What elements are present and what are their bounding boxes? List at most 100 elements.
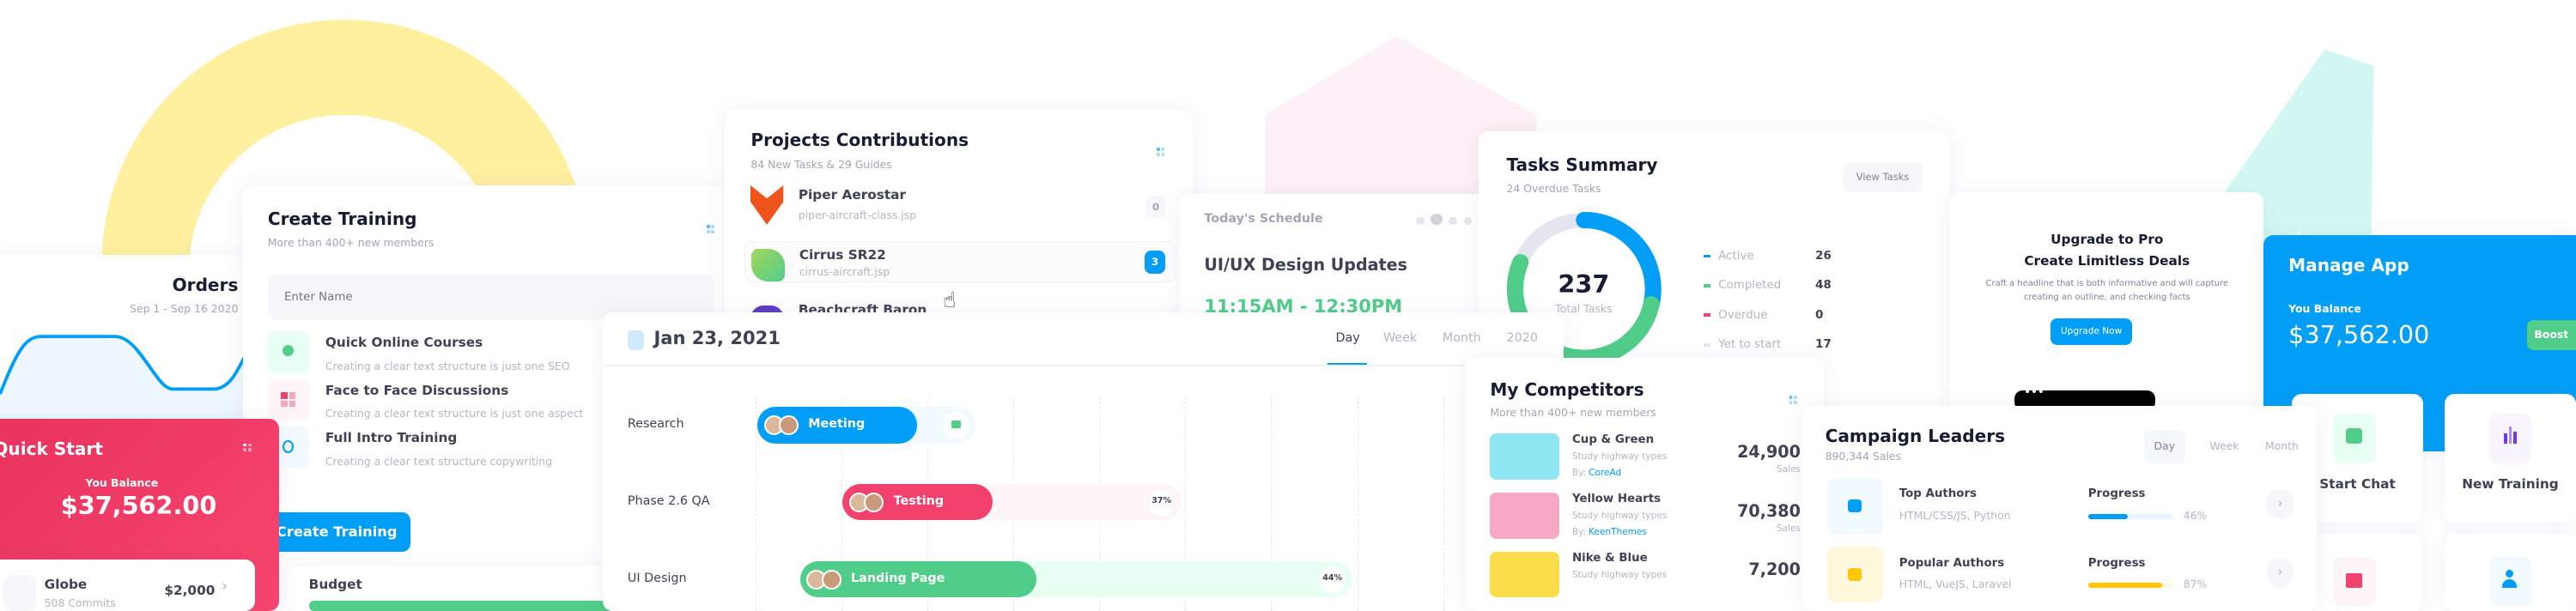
authors-icon	[1826, 477, 1883, 534]
boost-button[interactable]: Boost	[2526, 320, 2576, 350]
campaign-row: Top Authors HTML/CSS/JS, Python Progress 46…	[1802, 477, 2317, 537]
campaign-row-name: Top Authors	[1899, 487, 1978, 501]
competitors-title: My Competitors	[1490, 378, 1644, 400]
gantt-bar[interactable]: Testing 37%	[842, 484, 1182, 521]
legend-value: 17	[1815, 338, 1832, 352]
competitors-card: My Competitors More than 400+ new member…	[1465, 358, 1824, 611]
tasks-total: 237	[1558, 269, 1610, 299]
gantt-end-badge: 44%	[1319, 566, 1346, 593]
competitor-item[interactable]: Cup & Green Study highway types By: CoreAd 2…	[1466, 433, 1824, 486]
legend-label: Completed	[1718, 279, 1782, 293]
competitor-desc: Study highway types	[1571, 510, 1668, 521]
avatar	[821, 569, 841, 590]
new-training-tile[interactable]: New Training	[2444, 394, 2576, 523]
comment-icon[interactable]	[951, 420, 962, 429]
orders-title: Orders	[172, 274, 239, 295]
competitor-name: Nike & Blue	[1571, 551, 1648, 565]
progress-bar	[2087, 583, 2174, 588]
globe-icon	[267, 331, 309, 373]
gantt-progress: 37%	[1151, 495, 1172, 505]
competitor-name: Cup & Green	[1571, 433, 1655, 447]
hand-cursor-icon: ☝	[943, 287, 957, 312]
tab-day[interactable]: Day	[2143, 430, 2185, 463]
competitor-image	[1490, 551, 1559, 598]
add-user-tile[interactable]	[2444, 533, 2576, 611]
globe-item-amount: $2,000	[164, 583, 216, 599]
tab-week[interactable]: Week	[1382, 331, 1418, 346]
schedule-event: UI/UX Design Updates	[1204, 254, 1408, 275]
chevron-right-icon[interactable]: ›	[222, 578, 228, 596]
legend-marker	[1704, 283, 1710, 287]
competitor-author-link[interactable]: CoreAd	[1589, 468, 1622, 479]
tab-week[interactable]: Week	[2209, 439, 2239, 453]
menu-dots-icon[interactable]	[706, 225, 715, 234]
competitor-item[interactable]: Yellow Hearts Study highway types By: KeenT…	[1466, 492, 1824, 545]
leaf-logo-icon	[751, 248, 785, 282]
legend-value: 48	[1815, 279, 1832, 293]
campaign-row-name: Popular Authors	[1899, 556, 2005, 570]
gantt-progress: 44%	[1322, 572, 1343, 583]
project-item[interactable]: Cirrus SR22 cirrus-aircraft.jsp 3	[744, 241, 1176, 283]
grid-line	[1185, 397, 1186, 611]
budget-bar	[308, 601, 617, 611]
upgrade-title: Upgrade to Pro	[2050, 231, 2164, 247]
carousel-dot[interactable]	[1449, 216, 1458, 226]
chat-icon	[2332, 414, 2376, 463]
grid-line	[1443, 397, 1444, 611]
training-item-desc: Creating a clear text structure is just …	[325, 359, 570, 372]
upgrade-now-button[interactable]: Upgrade Now	[2050, 318, 2133, 345]
quick-start-title: Quick Start	[0, 438, 103, 459]
upgrade-card: Upgrade to Pro Create Limitless Deals Cr…	[1950, 191, 2264, 439]
row-arrow-button[interactable]: ›	[2267, 558, 2293, 588]
tab-2020[interactable]: 2020	[1506, 331, 1538, 346]
row-arrow-button[interactable]: ›	[2267, 489, 2293, 519]
gantt-bar[interactable]: Meeting	[757, 407, 976, 444]
carousel-dot[interactable]	[1463, 216, 1473, 226]
project-file: piper-aircraft-class.jsp	[798, 208, 917, 221]
gantt-task-label: Landing Page	[851, 571, 945, 585]
projects-title: Projects Contributions	[750, 130, 969, 151]
progress-percent: 46%	[2183, 509, 2208, 523]
competitor-item[interactable]: Nike & Blue Study highway types 7,200	[1466, 551, 1824, 604]
create-training-title: Create Training	[267, 208, 417, 229]
competitor-image	[1490, 433, 1559, 480]
menu-dots-icon[interactable]	[1789, 396, 1798, 405]
progress-label: Progress	[2087, 556, 2146, 570]
grid-line	[841, 397, 842, 611]
create-training-button[interactable]: Create Training	[263, 511, 411, 552]
orders-line-chart	[0, 335, 246, 419]
project-file: cirrus-aircraft.jsp	[799, 265, 890, 279]
competitor-by: By:	[1571, 468, 1587, 479]
mail-icon	[2332, 556, 2376, 606]
carousel-dot[interactable]	[1416, 216, 1425, 226]
carousel-dot-active[interactable]	[1431, 213, 1443, 226]
yellow-arch-shape	[101, 19, 588, 312]
competitor-desc: Study highway types	[1571, 569, 1668, 580]
legend-label: Yet to start	[1718, 338, 1782, 352]
competitor-author-link[interactable]: KeenThemes	[1589, 527, 1647, 538]
tab-day[interactable]: Day	[1335, 331, 1360, 346]
progress-fill	[2087, 513, 2128, 519]
calendar-icon[interactable]	[627, 330, 644, 350]
gantt-bar[interactable]: Landing Page 44%	[799, 561, 1352, 598]
balance-label: You Balance	[85, 475, 159, 489]
name-input[interactable]	[267, 274, 715, 321]
legend-value: 0	[1815, 308, 1824, 322]
tab-month[interactable]: Month	[1442, 331, 1481, 346]
campaign-row-desc: HTML, VueJS, Laravel	[1899, 578, 2012, 591]
calendar-card: Jan 23, 2021 Day Week Month 2020 Research Me…	[603, 312, 1564, 611]
campaign-row: Popular Authors HTML, VueJS, Laravel Progr…	[1802, 547, 2317, 606]
gantt-task-label: Testing	[893, 493, 945, 508]
globe-item[interactable]: Globe 508 Commits $2,000 ›	[0, 560, 255, 611]
view-tasks-button[interactable]: View Tasks	[1843, 162, 1923, 192]
menu-dots-icon[interactable]	[1156, 148, 1165, 157]
avatar	[778, 415, 799, 435]
training-item-title: Full Intro Training	[325, 430, 458, 446]
campaign-title: Campaign Leaders	[1825, 425, 2006, 446]
menu-dots-icon[interactable]	[243, 443, 252, 453]
competitor-value: 24,900	[1737, 441, 1801, 462]
manage-app-title: Manage App	[2288, 254, 2409, 275]
gantt-task-label: Meeting	[808, 416, 866, 431]
tab-month[interactable]: Month	[2265, 439, 2299, 453]
